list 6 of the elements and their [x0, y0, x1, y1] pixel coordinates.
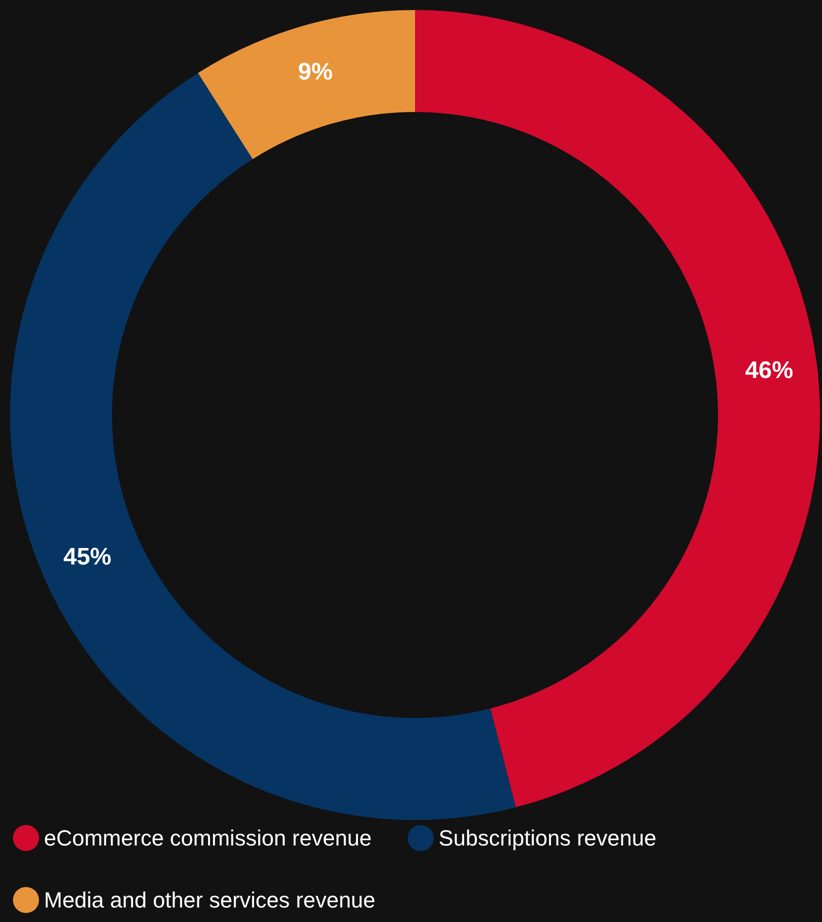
data-label: 9% — [298, 58, 333, 86]
legend-label: eCommerce commission revenue — [44, 826, 372, 850]
data-label: 45% — [63, 543, 112, 570]
legend-label: Subscriptions revenue — [438, 826, 656, 850]
data-label: 46% — [745, 356, 794, 384]
legend-label: Media and other services revenue — [44, 888, 376, 912]
